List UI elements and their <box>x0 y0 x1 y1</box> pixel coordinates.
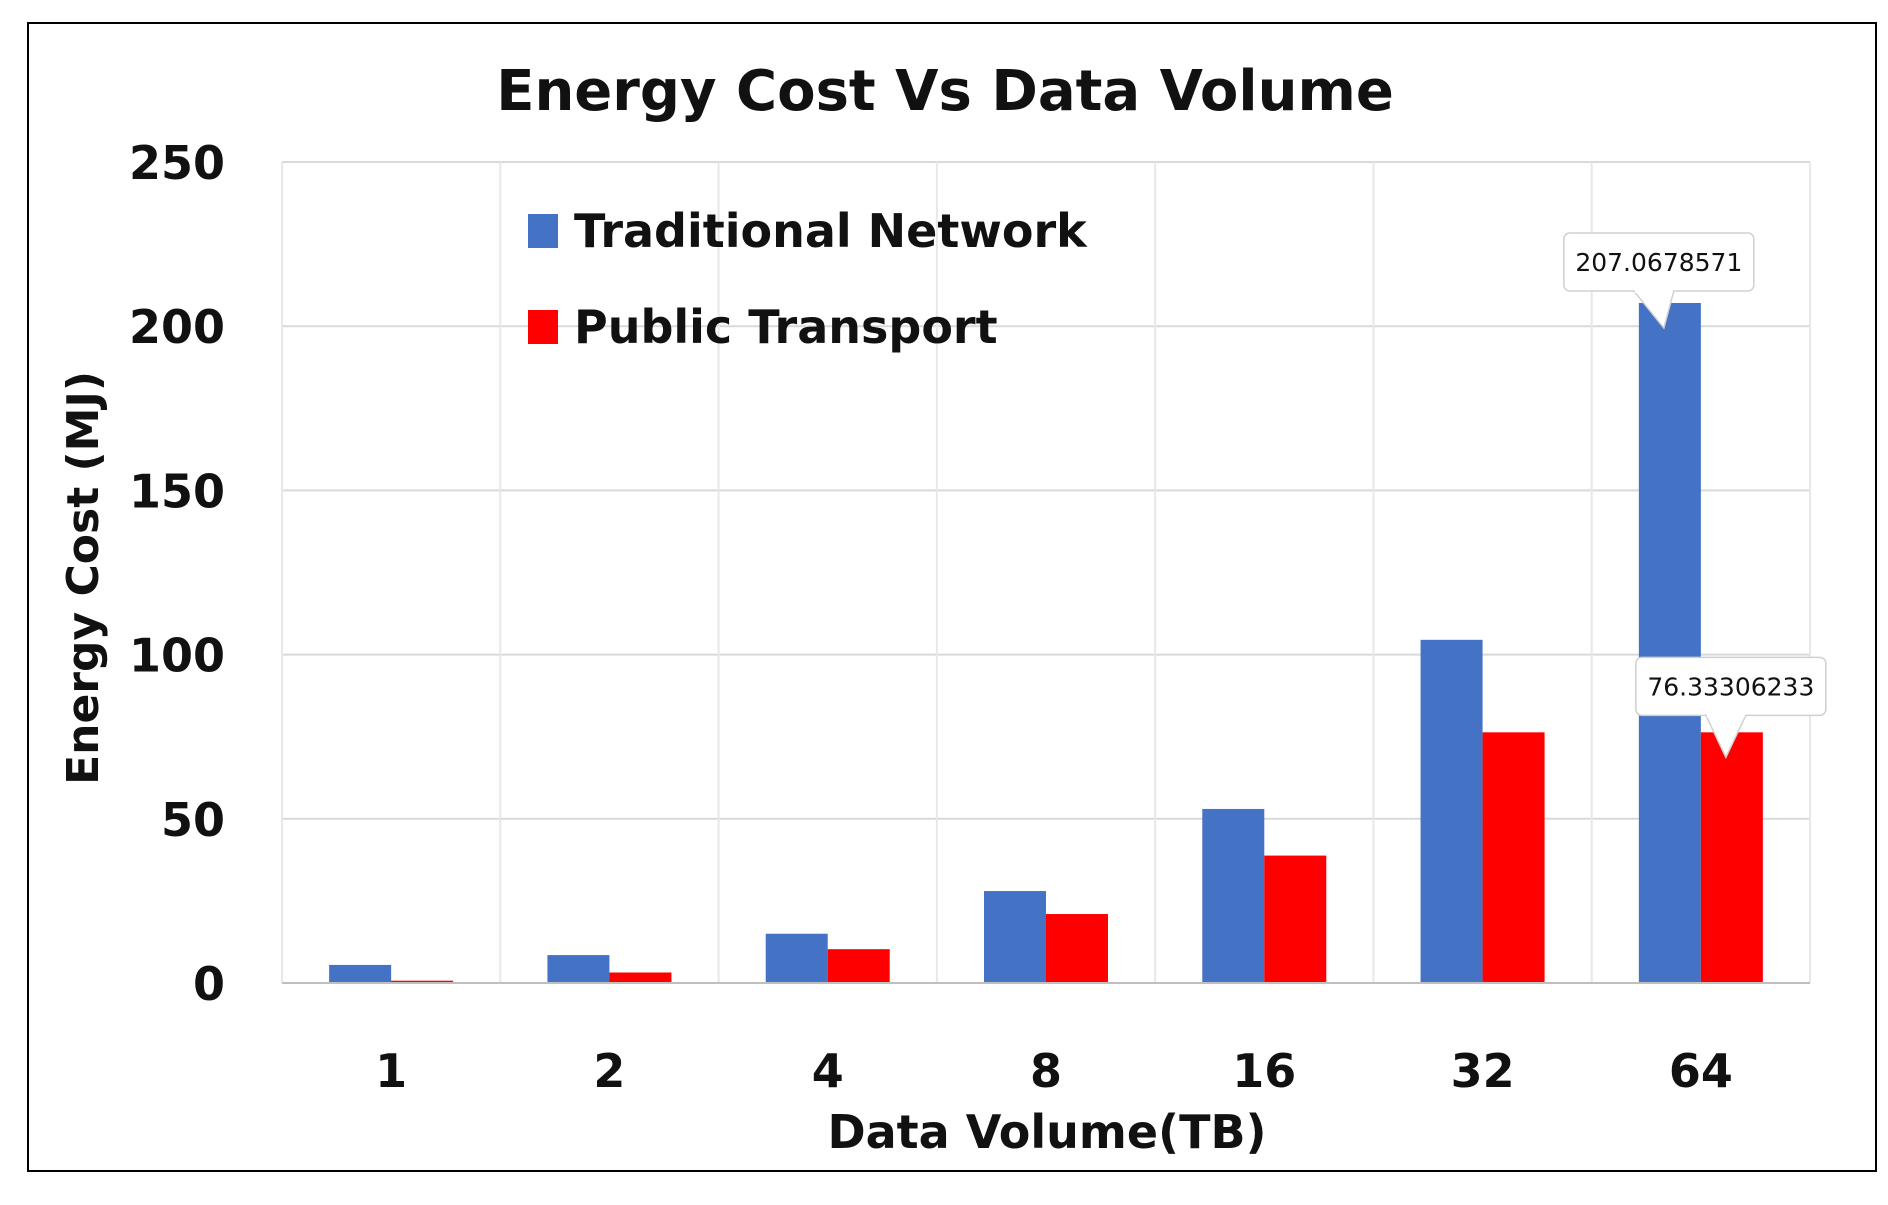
y-tick-label: 100 <box>129 629 225 683</box>
bar-traditional-network <box>765 933 828 983</box>
bar-public-transport <box>391 980 454 983</box>
callout-seam <box>1634 288 1673 293</box>
bars <box>329 302 1763 984</box>
chart-title: Energy Cost Vs Data Volume <box>496 59 1394 124</box>
y-axis-title: Energy Cost (MJ) <box>58 371 109 785</box>
y-tick-label: 50 <box>161 793 225 847</box>
x-tick-label: 64 <box>1669 1044 1733 1098</box>
bar-traditional-network <box>1638 302 1701 984</box>
axes: 0 50 100 150 200 250 1 2 4 8 16 32 64 <box>129 136 1810 1098</box>
x-tick-label: 2 <box>593 1044 625 1098</box>
bar-public-transport <box>827 949 890 983</box>
bar-traditional-network <box>1420 639 1483 983</box>
bar-traditional-network <box>1202 808 1265 983</box>
bar-traditional-network <box>329 964 392 983</box>
bar-public-transport <box>1482 732 1545 983</box>
data-callout: 76.33306233 <box>1635 656 1827 760</box>
data-callout: 207.0678571 <box>1563 232 1755 330</box>
bar-public-transport <box>609 972 672 983</box>
bar-traditional-network <box>984 891 1046 983</box>
legend: Traditional Network Public Transport <box>528 204 1088 354</box>
data-callouts: 207.0678571 76.33306233 <box>1563 232 1827 760</box>
legend-swatch-public-transport <box>528 310 558 344</box>
x-tick-label: 8 <box>1030 1044 1062 1098</box>
x-tick-label: 1 <box>375 1044 407 1098</box>
legend-label-traditional-network: Traditional Network <box>574 204 1088 258</box>
y-tick-label: 0 <box>193 957 225 1011</box>
bar-public-transport <box>1046 914 1108 983</box>
x-tick-label: 32 <box>1451 1044 1515 1098</box>
y-tick-label: 250 <box>129 136 225 190</box>
x-axis-title: Data Volume(TB) <box>827 1105 1266 1159</box>
data-label: 207.0678571 <box>1575 248 1742 277</box>
legend-swatch-traditional-network <box>528 214 558 248</box>
y-tick-label: 150 <box>129 464 225 518</box>
data-label: 76.33306233 <box>1647 672 1814 701</box>
bar-public-transport <box>1700 732 1763 983</box>
x-tick-label: 4 <box>812 1044 844 1098</box>
y-tick-label: 200 <box>129 300 225 354</box>
callout-seam <box>1706 713 1745 718</box>
x-tick-label: 16 <box>1232 1044 1296 1098</box>
bar-traditional-network <box>547 955 610 983</box>
legend-label-public-transport: Public Transport <box>574 300 998 354</box>
bar-public-transport <box>1264 855 1327 983</box>
